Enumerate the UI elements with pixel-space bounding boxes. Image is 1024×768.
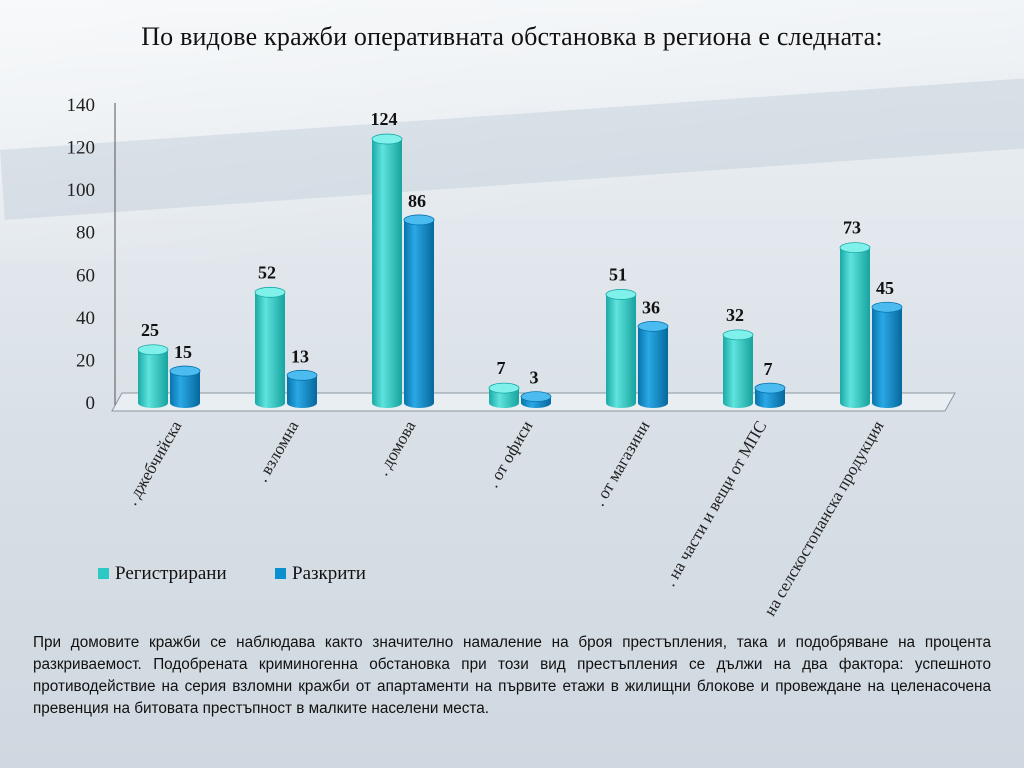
description-paragraph: При домовите кражби се наблюдава както з… (33, 634, 991, 717)
y-tick-label: 100 (67, 180, 96, 201)
bar-body (872, 307, 902, 408)
bar-body (489, 388, 519, 408)
bar-cap (488, 382, 520, 394)
data-label: 3 (530, 368, 539, 388)
category-label: . домова (373, 417, 420, 479)
bar-body (255, 292, 285, 408)
bar-registered (254, 286, 286, 408)
bar-solved (871, 301, 903, 408)
data-label: 13 (291, 346, 309, 366)
category-label: . от магазини (589, 418, 653, 510)
bar-registered (722, 329, 754, 408)
bar-body (404, 219, 434, 408)
category-label: на селскостопанска продукция (760, 417, 887, 619)
bar-body (287, 375, 317, 408)
page-title: По видове кражби оперативната обстановка… (141, 22, 883, 51)
bar-cap (169, 365, 201, 377)
data-label: 7 (764, 359, 773, 379)
bar-solved (754, 382, 786, 408)
y-tick-label: 80 (76, 223, 95, 244)
category-label: . джебчийска (122, 417, 186, 508)
bar-cap (520, 391, 552, 403)
bar-body (638, 326, 668, 408)
data-label: 45 (876, 278, 894, 298)
bar-cap (839, 242, 871, 254)
bar-cap (605, 289, 637, 300)
bar-registered (488, 382, 520, 408)
bar-cap (286, 369, 318, 381)
bar-body (170, 371, 200, 408)
bar-body (755, 388, 785, 408)
bar-cap (754, 382, 786, 394)
bar-registered (605, 289, 637, 408)
legend-swatch (98, 568, 109, 579)
data-label: 32 (726, 305, 744, 325)
data-label: 73 (843, 218, 861, 238)
y-tick-label: 0 (86, 393, 96, 414)
data-label: 25 (141, 320, 159, 340)
y-tick-label: 60 (76, 265, 95, 286)
bar-cap (637, 320, 669, 332)
bar-body (723, 334, 753, 408)
category-label: . взломна (252, 417, 302, 485)
y-tick-label: 140 (67, 95, 96, 116)
data-label: 7 (497, 358, 506, 378)
y-tick-label: 120 (67, 138, 96, 159)
legend-label: Регистрирани (115, 563, 227, 584)
bar-cap (137, 344, 169, 356)
bar-registered (371, 133, 403, 409)
y-tick-label: 20 (76, 350, 95, 371)
bar-solved (286, 369, 318, 408)
bar-solved (637, 320, 669, 408)
bar-cap (722, 329, 754, 341)
category-label: . на части и вещи от МПС (660, 418, 770, 590)
y-tick-label: 40 (76, 308, 95, 329)
bar-solved (520, 391, 552, 408)
bar-solved (403, 214, 435, 408)
category-label: . от офиси (483, 418, 536, 491)
bar-cap (403, 214, 435, 226)
bar-body (840, 247, 870, 408)
data-label: 15 (174, 342, 192, 362)
legend-label: Разкрити (292, 563, 366, 584)
bar-cap (371, 133, 403, 145)
bar-body (138, 349, 168, 408)
bar-cap (254, 286, 286, 298)
legend-swatch (275, 568, 286, 579)
data-label: 36 (642, 297, 660, 317)
data-label: 52 (258, 262, 276, 282)
bar-registered (839, 242, 871, 408)
bar-cap (871, 301, 903, 313)
data-label: 124 (371, 109, 398, 129)
bar-registered (137, 344, 169, 408)
data-label: 51 (609, 264, 627, 284)
data-label: 86 (408, 191, 426, 211)
bar-body (606, 294, 636, 408)
bar-body (372, 139, 402, 409)
bar-solved (169, 365, 201, 408)
